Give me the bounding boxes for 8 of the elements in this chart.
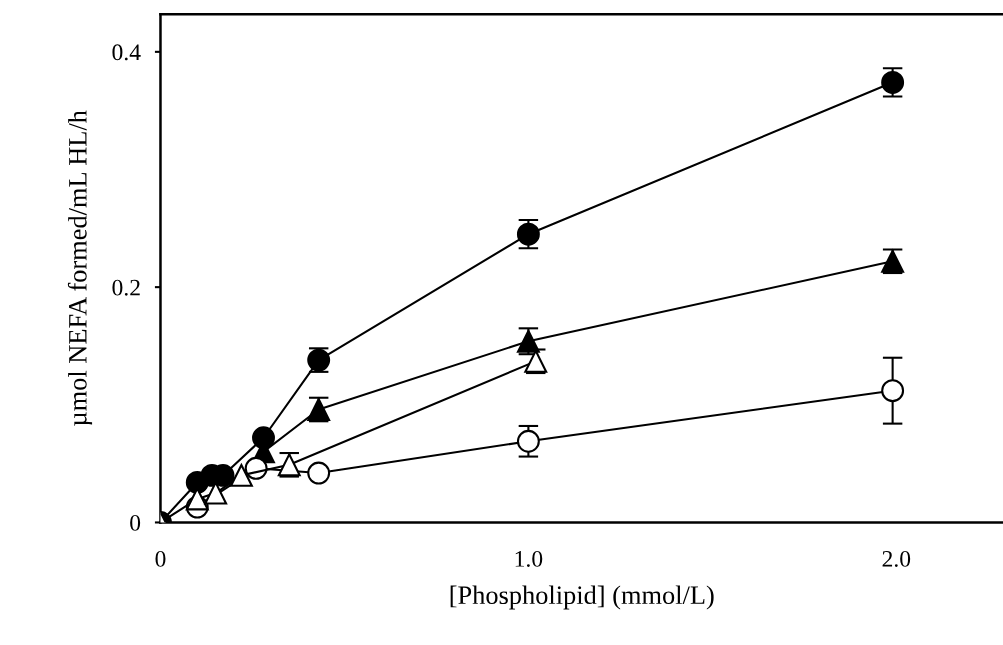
y-tick-label: 0.2 (112, 279, 140, 296)
x-tick-label: 0 (155, 550, 166, 567)
x-tick-label: 2.0 (882, 550, 911, 567)
x-axis-title: [Phospholipid] (mmol/L) (450, 585, 714, 610)
y-tick-label: 0.4 (112, 44, 141, 61)
x-tick-label: 1.0 (515, 550, 543, 567)
y-tick-label: 0 (130, 514, 141, 531)
y-axis-title: µmol NEFA formed/mL HL/h (67, 110, 93, 426)
